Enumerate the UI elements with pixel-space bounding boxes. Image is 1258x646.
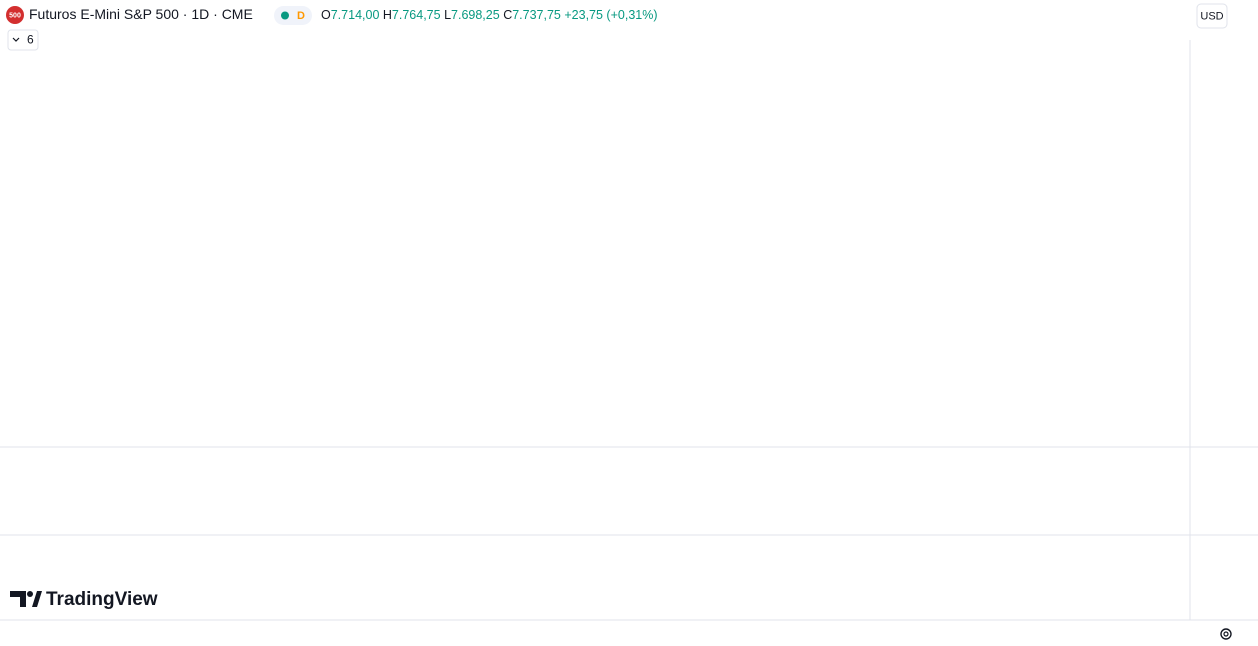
market-open-dot — [281, 11, 289, 20]
watermark: TradingView — [46, 589, 158, 610]
status-pill — [274, 6, 312, 25]
ohlc-key: H — [383, 8, 392, 22]
symbol-logo-text: 500 — [9, 12, 21, 19]
ohlc-key: O — [321, 8, 331, 22]
settings-icon-center — [1223, 631, 1229, 637]
interval-badge: D — [297, 10, 305, 22]
currency-label: USD — [1200, 10, 1223, 22]
ohlc-value: 7.698,25 — [451, 8, 500, 22]
ohlc-key: C — [503, 8, 512, 22]
watermark-logo — [32, 591, 42, 607]
ohlc-key: L — [444, 8, 451, 22]
chevron-icon — [12, 37, 20, 42]
symbol-logo — [6, 6, 24, 24]
settings-icon[interactable] — [1220, 628, 1232, 640]
indicator-count: 6 — [27, 33, 34, 47]
ohlc-value: 7.737,75 — [512, 8, 561, 22]
ohlc: O7.714,00 H7.764,75 L7.698,25 C7.737,75 … — [321, 8, 658, 22]
currency-button[interactable] — [1196, 3, 1228, 29]
indicators-toggle[interactable] — [7, 29, 39, 51]
symbol-title[interactable]: Futuros E-Mini S&P 500 · 1D · CME — [29, 6, 253, 22]
watermark-logo — [27, 591, 33, 597]
ohlc-value: 7.714,00 — [331, 8, 380, 22]
price-change: +23,75 (+0,31%) — [564, 8, 657, 22]
price-axis — [1190, 0, 1258, 646]
ohlc-value: 7.764,75 — [392, 8, 441, 22]
watermark-logo — [10, 591, 26, 607]
